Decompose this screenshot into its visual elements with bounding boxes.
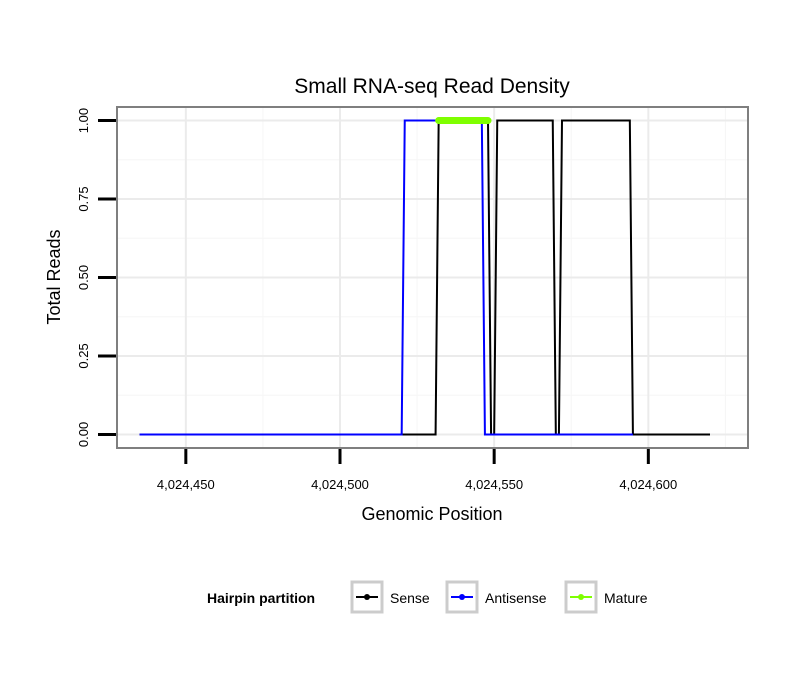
y-tick-label-4: 1.00 [76,108,91,133]
legend-key-dot-antisense [459,594,465,600]
legend-title: Hairpin partition [207,590,315,606]
y-axis: 0.00 0.25 0.50 0.75 1.00 [76,108,116,447]
x-tick-label-2: 4,024,550 [465,477,523,492]
x-axis: 4,024,450 4,024,500 4,024,550 4,024,600 [157,449,677,492]
legend-label-mature: Mature [604,590,648,606]
legend-key-dot-sense [364,594,370,600]
legend-label-sense: Sense [390,590,430,606]
y-tick-label-1: 0.25 [76,343,91,368]
x-tick-label-3: 4,024,600 [619,477,677,492]
legend: Hairpin partition Sense Antisense Mature [207,580,648,614]
legend-key-dot-mature [578,594,584,600]
legend-label-antisense: Antisense [485,590,547,606]
y-tick-label-0: 0.00 [76,422,91,447]
chart-title: Small RNA-seq Read Density [294,75,570,98]
x-axis-title: Genomic Position [361,504,502,524]
x-tick-label-0: 4,024,450 [157,477,215,492]
x-tick-label-1: 4,024,500 [311,477,369,492]
y-axis-title: Total Reads [44,229,64,324]
y-tick-label-2: 0.50 [76,265,91,290]
series-lines [139,117,710,436]
y-tick-label-3: 0.75 [76,186,91,211]
